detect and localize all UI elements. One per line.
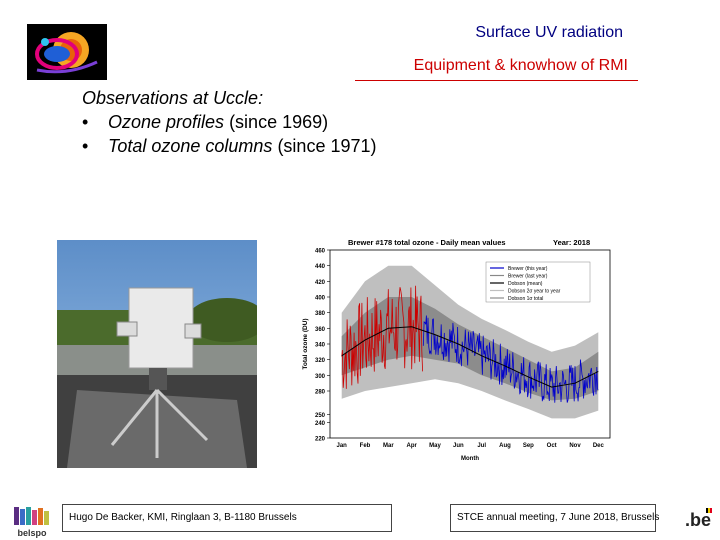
x-tick-label: Jul (477, 443, 486, 449)
belspo-logo: belspo (14, 507, 49, 538)
y-tick-label: 320 (315, 358, 326, 364)
x-axis-label: Month (461, 456, 479, 462)
title-divider (355, 80, 638, 81)
series-brewer-red-line (341, 285, 423, 389)
legend-entry: Dobson 2σ year to year (508, 289, 561, 295)
page-subtitle: Equipment & knowhow of RMI (413, 57, 628, 74)
legend-entry: Dobson 1σ total (508, 296, 543, 302)
mean-line (341, 326, 599, 388)
list-item: • Total ozone columns (since 1971) (82, 136, 377, 157)
page-title: Surface UV radiation (475, 24, 623, 41)
legend-entry: Brewer (last year) (508, 274, 548, 280)
x-tick-label: Oct (547, 443, 557, 449)
brewer-instrument-photo (57, 240, 257, 468)
footer-author: Hugo De Backer, KMI, Ringlaan 3, B-1180 … (62, 504, 392, 532)
y-tick-label: 240 (315, 421, 326, 427)
footer-event: STCE annual meeting, 7 June 2018, Brusse… (450, 504, 659, 532)
x-tick-label: Apr (406, 443, 417, 449)
list-item-text: (since 1971) (272, 136, 377, 156)
chart-title: Brewer #178 total ozone - Daily mean val… (348, 238, 506, 247)
y-tick-label: 380 (315, 311, 326, 317)
bullet-marker: • (82, 112, 89, 132)
x-tick-label: Jan (336, 443, 347, 449)
y-tick-label: 250 (315, 413, 326, 419)
x-tick-label: Mar (383, 443, 394, 449)
list-item: • Ozone profiles (since 1969) (82, 112, 328, 133)
rmi-logo (27, 24, 107, 80)
y-tick-label: 440 (315, 264, 326, 270)
x-tick-label: Jun (453, 443, 464, 449)
be-logo-text: .be (685, 510, 711, 530)
be-logo: .be (685, 508, 712, 530)
y-tick-label: 220 (315, 437, 326, 443)
list-item-emphasis: Ozone profiles (108, 112, 225, 132)
x-tick-label: Aug (499, 443, 511, 449)
series-brewer-blue-line (422, 315, 599, 403)
belspo-logo-text: belspo (17, 528, 47, 538)
legend-box (485, 261, 591, 303)
y-tick-label: 360 (315, 327, 326, 333)
observations-heading: Observations at Uccle: (82, 88, 264, 108)
legend-entry: Brewer (this year) (508, 266, 548, 272)
y-tick-label: 460 (315, 249, 326, 255)
chart-year-label: Year: 2018 (553, 238, 590, 247)
x-tick-label: May (429, 443, 441, 449)
bullet-marker: • (82, 136, 89, 156)
y-tick-label: 300 (315, 374, 326, 380)
ozone-chart: 220 240 250 280 300 320 340 360 380 400 420 440 460 J… (298, 234, 618, 467)
x-tick-label: Nov (569, 443, 581, 449)
y-tick-label: 280 (315, 390, 326, 396)
list-item-text: (since 1969) (224, 112, 329, 132)
y-tick-label: 340 (315, 343, 326, 349)
y-tick-label: 400 (315, 296, 326, 302)
list-item-emphasis: Total ozone columns (108, 136, 273, 156)
x-tick-label: Dec (593, 443, 605, 449)
x-tick-label: Sep (523, 443, 534, 449)
legend-entry: Dobson (mean) (508, 281, 543, 287)
y-tick-label: 420 (315, 280, 326, 286)
x-tick-label: Feb (360, 443, 371, 449)
y-axis-label: Total ozone (DU) (302, 318, 309, 369)
